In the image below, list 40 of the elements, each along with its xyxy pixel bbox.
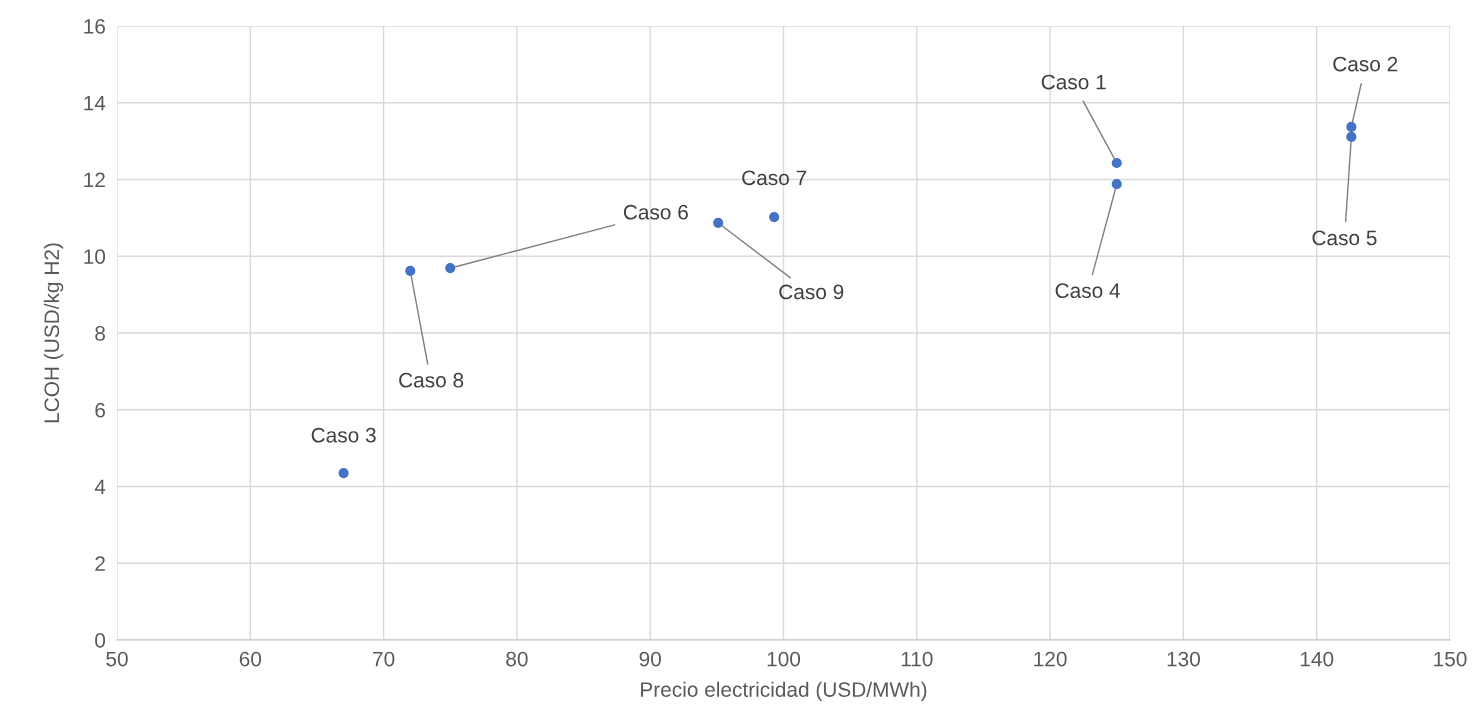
x-tick-label: 50 [106, 651, 128, 667]
x-tick-label: 110 [901, 651, 933, 667]
annotation: Caso 3 [311, 427, 376, 443]
x-tick-label: 140 [1300, 651, 1334, 667]
x-tick-label: 100 [767, 651, 801, 667]
annotation: Caso 6 [623, 204, 688, 220]
x-axis-title: Precio electricidad (USD/MWh) [641, 681, 927, 702]
y-tick-label: 14 [84, 95, 106, 111]
point [1346, 121, 1357, 133]
y-tick-label: 6 [95, 402, 105, 418]
annotation: Caso 2 [1333, 56, 1398, 72]
point [1111, 157, 1122, 169]
annotation: Caso 7 [742, 170, 807, 186]
point [713, 217, 724, 228]
x-tick-label: 80 [506, 651, 528, 667]
y-tick-label: 4 [94, 479, 106, 495]
y-tick-label: 16 [84, 19, 105, 34]
point [445, 263, 456, 274]
annotation: Caso 1 [1041, 74, 1106, 90]
annotation: Caso 9 [779, 284, 844, 300]
x-tick-label: 120 [1034, 651, 1067, 667]
x-tick-label: 60 [239, 651, 262, 667]
point [769, 212, 780, 223]
x-tick-label: 150 [1434, 651, 1467, 667]
y-tick-label: 8 [95, 326, 105, 341]
x-tick-label: 130 [1167, 651, 1200, 667]
x-tick-label: 90 [639, 651, 661, 667]
y-tick-label: 0 [95, 633, 106, 648]
point [1346, 131, 1357, 142]
point [405, 265, 416, 276]
annotation: Caso 4 [1055, 283, 1120, 299]
point [1111, 179, 1122, 190]
y-tick-label: 2 [95, 556, 105, 571]
point [338, 467, 349, 479]
x-tick-label: 70 [373, 651, 395, 667]
y-tick-label: 10 [84, 249, 106, 264]
annotation: Caso 8 [399, 372, 464, 388]
y-tick-label: 12 [84, 172, 105, 188]
y-axis-title: LCOH (USD/kg H2) [43, 243, 64, 423]
annotation: Caso 5 [1312, 230, 1377, 246]
